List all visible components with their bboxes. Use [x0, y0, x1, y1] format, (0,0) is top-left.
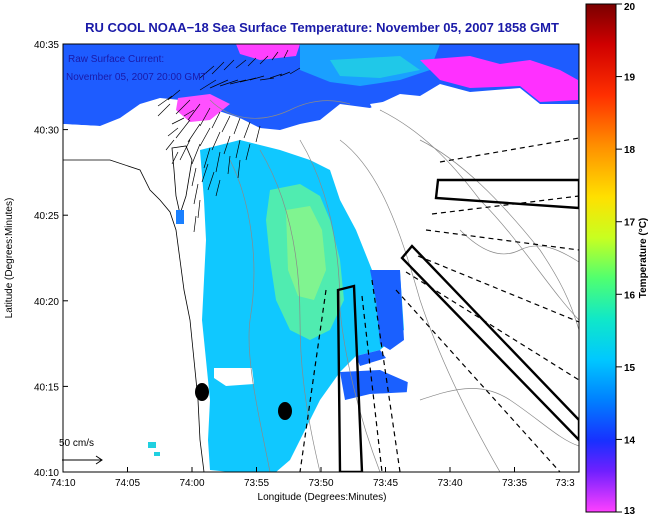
y-tick-label: 40:35 — [34, 40, 59, 51]
colorbar-tick-label: 19 — [624, 73, 636, 84]
map-plot-area — [63, 44, 579, 472]
x-tick-label: 73:3 — [555, 478, 575, 489]
colorbar — [585, 3, 617, 513]
y-axis-label: Latitude (Degrees:Minutes) — [4, 198, 15, 319]
y-axis-ticks: 40:35 40:30 40:25 40:20 40:15 40:10 — [34, 40, 68, 479]
current-overlay-line2: November 05, 2007 20:00 GMT — [66, 72, 207, 83]
y-tick-label: 40:10 — [34, 468, 59, 479]
x-tick-label: 73:45 — [373, 478, 398, 489]
lease-outlines — [336, 178, 579, 472]
x-tick-label: 74:05 — [115, 478, 140, 489]
colorbar-tick-label: 15 — [624, 363, 636, 374]
land-nj — [63, 159, 205, 472]
x-tick-label: 73:40 — [437, 478, 462, 489]
y-tick-label: 40:25 — [34, 211, 59, 222]
land-sandy-hook — [171, 145, 193, 216]
colorbar-tick-label: 14 — [624, 435, 636, 446]
colorbar-tick-label: 17 — [624, 218, 636, 229]
colorbar-label: Temperature (°C) — [638, 218, 649, 299]
sst-speck — [176, 210, 184, 224]
colorbar-tick-label: 13 — [624, 506, 636, 517]
y-tick-label: 40:20 — [34, 297, 59, 308]
colorbar-tick-label: 18 — [624, 145, 636, 156]
y-tick-label: 40:30 — [34, 126, 59, 137]
current-vectors — [157, 49, 301, 233]
x-tick-label: 73:50 — [308, 478, 333, 489]
colorbar-tick-label: 20 — [624, 2, 636, 13]
cloud-patch-inner — [214, 368, 254, 386]
cold-patch-n — [236, 44, 300, 60]
x-tick-label: 74:00 — [179, 478, 204, 489]
colorbar-tick-label: 16 — [624, 290, 636, 301]
sst-field-north-teal — [330, 56, 420, 78]
current-overlay-line1: Raw Surface Current: — [68, 54, 164, 65]
x-axis-ticks: 74:10 74:05 74:00 73:55 73:50 73:45 73:40 73:35… — [50, 467, 580, 489]
radial-guides — [299, 137, 579, 472]
x-axis-label: Longitude (Degrees:Minutes) — [258, 492, 387, 503]
station-marker — [195, 383, 209, 401]
sst-speck — [148, 442, 156, 448]
scale-arrow — [62, 455, 103, 465]
cold-patch-hudson — [176, 94, 230, 122]
scale-label: 50 cm/s — [59, 438, 94, 449]
cloud-patch-3 — [63, 124, 104, 160]
station-marker — [278, 402, 292, 420]
colorbar-ticks: 20 19 18 17 16 15 14 13 — [616, 2, 636, 517]
cloud-patch-1 — [104, 126, 172, 172]
sst-speck — [154, 452, 160, 456]
y-tick-label: 40:15 — [34, 382, 59, 393]
x-tick-label: 73:35 — [502, 478, 527, 489]
sst-field-warm-core-2 — [286, 206, 326, 300]
sst-field-south-blue-2 — [356, 350, 386, 366]
map-title: RU COOL NOAA−18 Sea Surface Temperature:… — [85, 20, 559, 35]
x-tick-label: 73:55 — [244, 478, 269, 489]
cold-patch-ne — [420, 56, 578, 102]
x-tick-label: 74:10 — [50, 478, 75, 489]
sst-field-east-blue — [370, 270, 404, 350]
cloud-patch-2 — [370, 96, 440, 140]
